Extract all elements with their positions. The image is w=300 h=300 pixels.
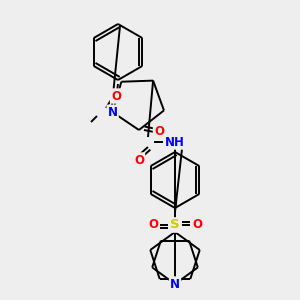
Text: O: O <box>111 89 121 103</box>
Text: O: O <box>192 218 202 232</box>
Text: NH: NH <box>165 136 185 148</box>
Text: N: N <box>170 278 180 290</box>
Text: N: N <box>108 106 118 119</box>
Text: O: O <box>154 125 164 139</box>
Text: S: S <box>170 218 180 232</box>
Text: O: O <box>148 218 158 232</box>
Text: O: O <box>134 154 144 166</box>
